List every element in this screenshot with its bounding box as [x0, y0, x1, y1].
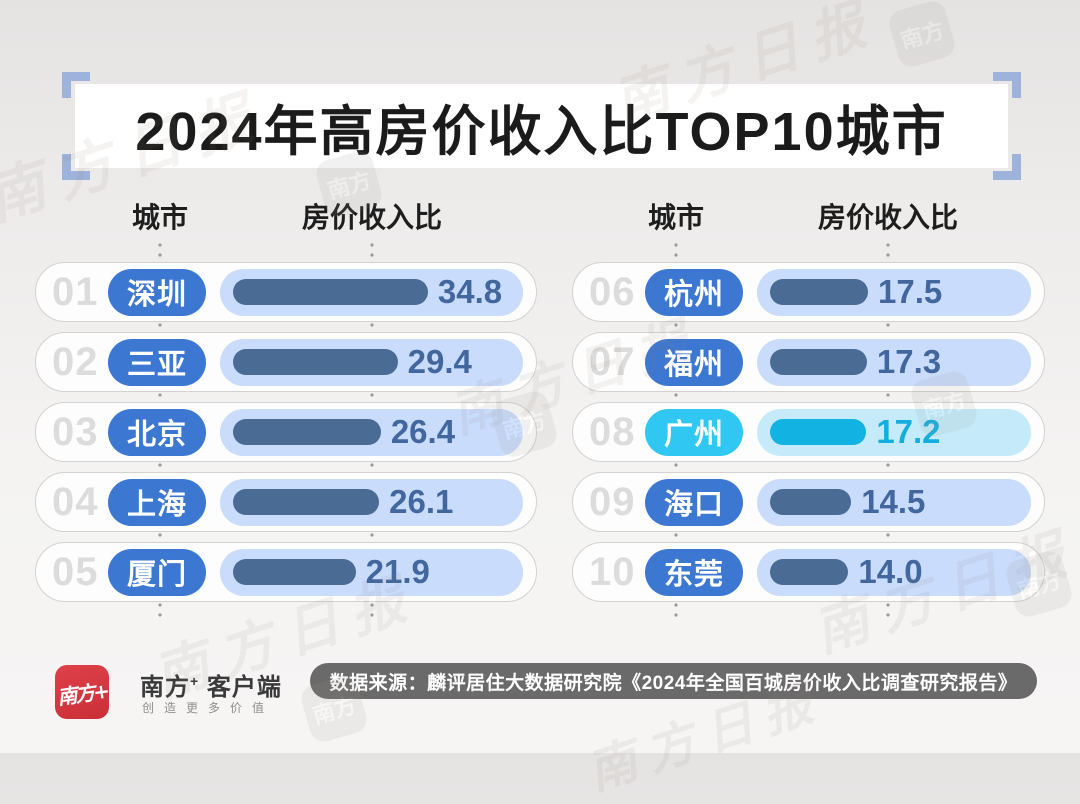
footer: 南方+ 南方+ 客户端 创造更多价值 数据来源：麟评居住大数据研究院《2024年… [0, 655, 1080, 753]
ratio-column-header: 房价收入比 [817, 202, 959, 233]
rank-number: 10 [589, 549, 636, 594]
column-headers-right: 城市 房价收入比 [572, 196, 1045, 262]
ranking-row: 04 上海 26.1 [35, 472, 537, 532]
bar-track: 17.2 [757, 408, 1031, 456]
value-bar [233, 419, 381, 445]
ratio-value: 17.2 [876, 413, 941, 450]
ratio-value: 34.8 [437, 273, 503, 310]
bar-track: 17.5 [757, 268, 1031, 316]
ranking-row: 01 深圳 34.8 [35, 262, 537, 322]
ratio-value: 21.9 [365, 553, 430, 590]
rows-left: 01 深圳 34.8 02 三亚 29.4 03 北京 26.4 04 上海 2… [35, 262, 537, 602]
rank-number: 03 [52, 409, 99, 454]
city-column-header: 城市 [131, 202, 189, 233]
title-box: 2024年高房价收入比TOP10城市 [62, 72, 1021, 180]
bar-track: 14.0 [757, 548, 1031, 596]
value-bar [770, 279, 868, 305]
brand-slogan: 创造更多价值 [142, 701, 275, 715]
ratio-value: 29.4 [407, 343, 472, 380]
city-column-header: 城市 [647, 202, 705, 233]
city-pill: 北京 [108, 408, 206, 456]
rank-number: 06 [589, 269, 636, 314]
city-pill: 三亚 [108, 338, 206, 386]
city-pill: 杭州 [645, 268, 743, 316]
bar-track: 26.1 [220, 478, 523, 526]
logo-glyph: 南方+ [55, 678, 109, 709]
data-source-pill: 数据来源：麟评居住大数据研究院《2024年全国百城房价收入比调查研究报告》 [310, 663, 1037, 699]
data-source-text: 数据来源：麟评居住大数据研究院《2024年全国百城房价收入比调查研究报告》 [329, 672, 1018, 694]
value-bar [233, 489, 380, 515]
value-bar [233, 559, 356, 585]
value-bar [770, 489, 852, 515]
watermark-app-badge: 南方 [886, 0, 958, 70]
ranking-row: 10 东莞 14.0 [572, 542, 1045, 602]
value-bar [233, 349, 398, 375]
ratio-column-header: 房价收入比 [301, 202, 443, 233]
title-corner-bracket-top-right [993, 72, 1021, 98]
value-bar [770, 559, 849, 585]
title-corner-bracket-bottom-left [62, 154, 90, 180]
bar-track: 17.3 [757, 338, 1031, 386]
value-bar [770, 349, 867, 375]
rank-number: 02 [52, 339, 99, 384]
ranking-column-left: 城市 房价收入比 01 深圳 34.8 02 三亚 29.4 03 北京 26.… [35, 196, 537, 618]
ranking-board: 城市 房价收入比 01 深圳 34.8 02 三亚 29.4 03 北京 26.… [35, 196, 1045, 626]
city-pill: 广州 [645, 408, 743, 456]
ratio-value: 17.3 [876, 343, 942, 380]
brand-suffix: 客户端 [199, 674, 282, 701]
ranking-row: 05 厦门 21.9 [35, 542, 537, 602]
city-pill: 东莞 [645, 548, 743, 596]
rank-number: 01 [52, 269, 99, 314]
value-bar [770, 419, 867, 445]
ratio-value: 14.0 [858, 553, 923, 590]
rows-right: 06 杭州 17.5 07 福州 17.3 08 广州 17.2 09 海口 1… [572, 262, 1045, 602]
value-bar [233, 279, 428, 305]
ratio-value: 26.1 [389, 483, 454, 520]
rank-number: 08 [589, 409, 636, 454]
brand-name: 南方+ 客户端 [140, 667, 282, 702]
ranking-row: 06 杭州 17.5 [572, 262, 1045, 322]
bar-track: 29.4 [220, 338, 523, 386]
ratio-value: 17.5 [878, 273, 943, 310]
ranking-column-right: 城市 房价收入比 06 杭州 17.5 07 福州 17.3 08 广州 17.… [572, 196, 1045, 618]
rank-number: 07 [589, 339, 636, 384]
brand-plus: + [190, 673, 200, 689]
brand-text: 南方 [140, 674, 190, 701]
ranking-row: 02 三亚 29.4 [35, 332, 537, 392]
city-pill: 深圳 [108, 268, 206, 316]
ranking-row: 08 广州 17.2 [572, 402, 1045, 462]
page-title: 2024年高房价收入比TOP10城市 [135, 101, 948, 162]
city-pill: 福州 [645, 338, 743, 386]
city-pill: 海口 [645, 478, 743, 526]
city-pill: 上海 [108, 478, 206, 526]
title-corner-bracket-top-left [62, 72, 90, 98]
ranking-row: 07 福州 17.3 [572, 332, 1045, 392]
city-pill: 厦门 [108, 548, 206, 596]
bar-track: 26.4 [220, 408, 523, 456]
ranking-row: 03 北京 26.4 [35, 402, 537, 462]
bar-track: 34.8 [220, 268, 523, 316]
bar-track: 21.9 [220, 548, 523, 596]
column-headers-left: 城市 房价收入比 [35, 196, 537, 262]
rank-number: 04 [52, 479, 99, 524]
ratio-value: 14.5 [861, 483, 926, 520]
bar-track: 14.5 [757, 478, 1031, 526]
nanfang-plus-app-logo-icon: 南方+ [55, 665, 109, 719]
ranking-row: 09 海口 14.5 [572, 472, 1045, 532]
title-corner-bracket-bottom-right [993, 154, 1021, 180]
rank-number: 09 [589, 479, 636, 524]
ratio-value: 26.4 [390, 413, 456, 450]
rank-number: 05 [52, 549, 99, 594]
